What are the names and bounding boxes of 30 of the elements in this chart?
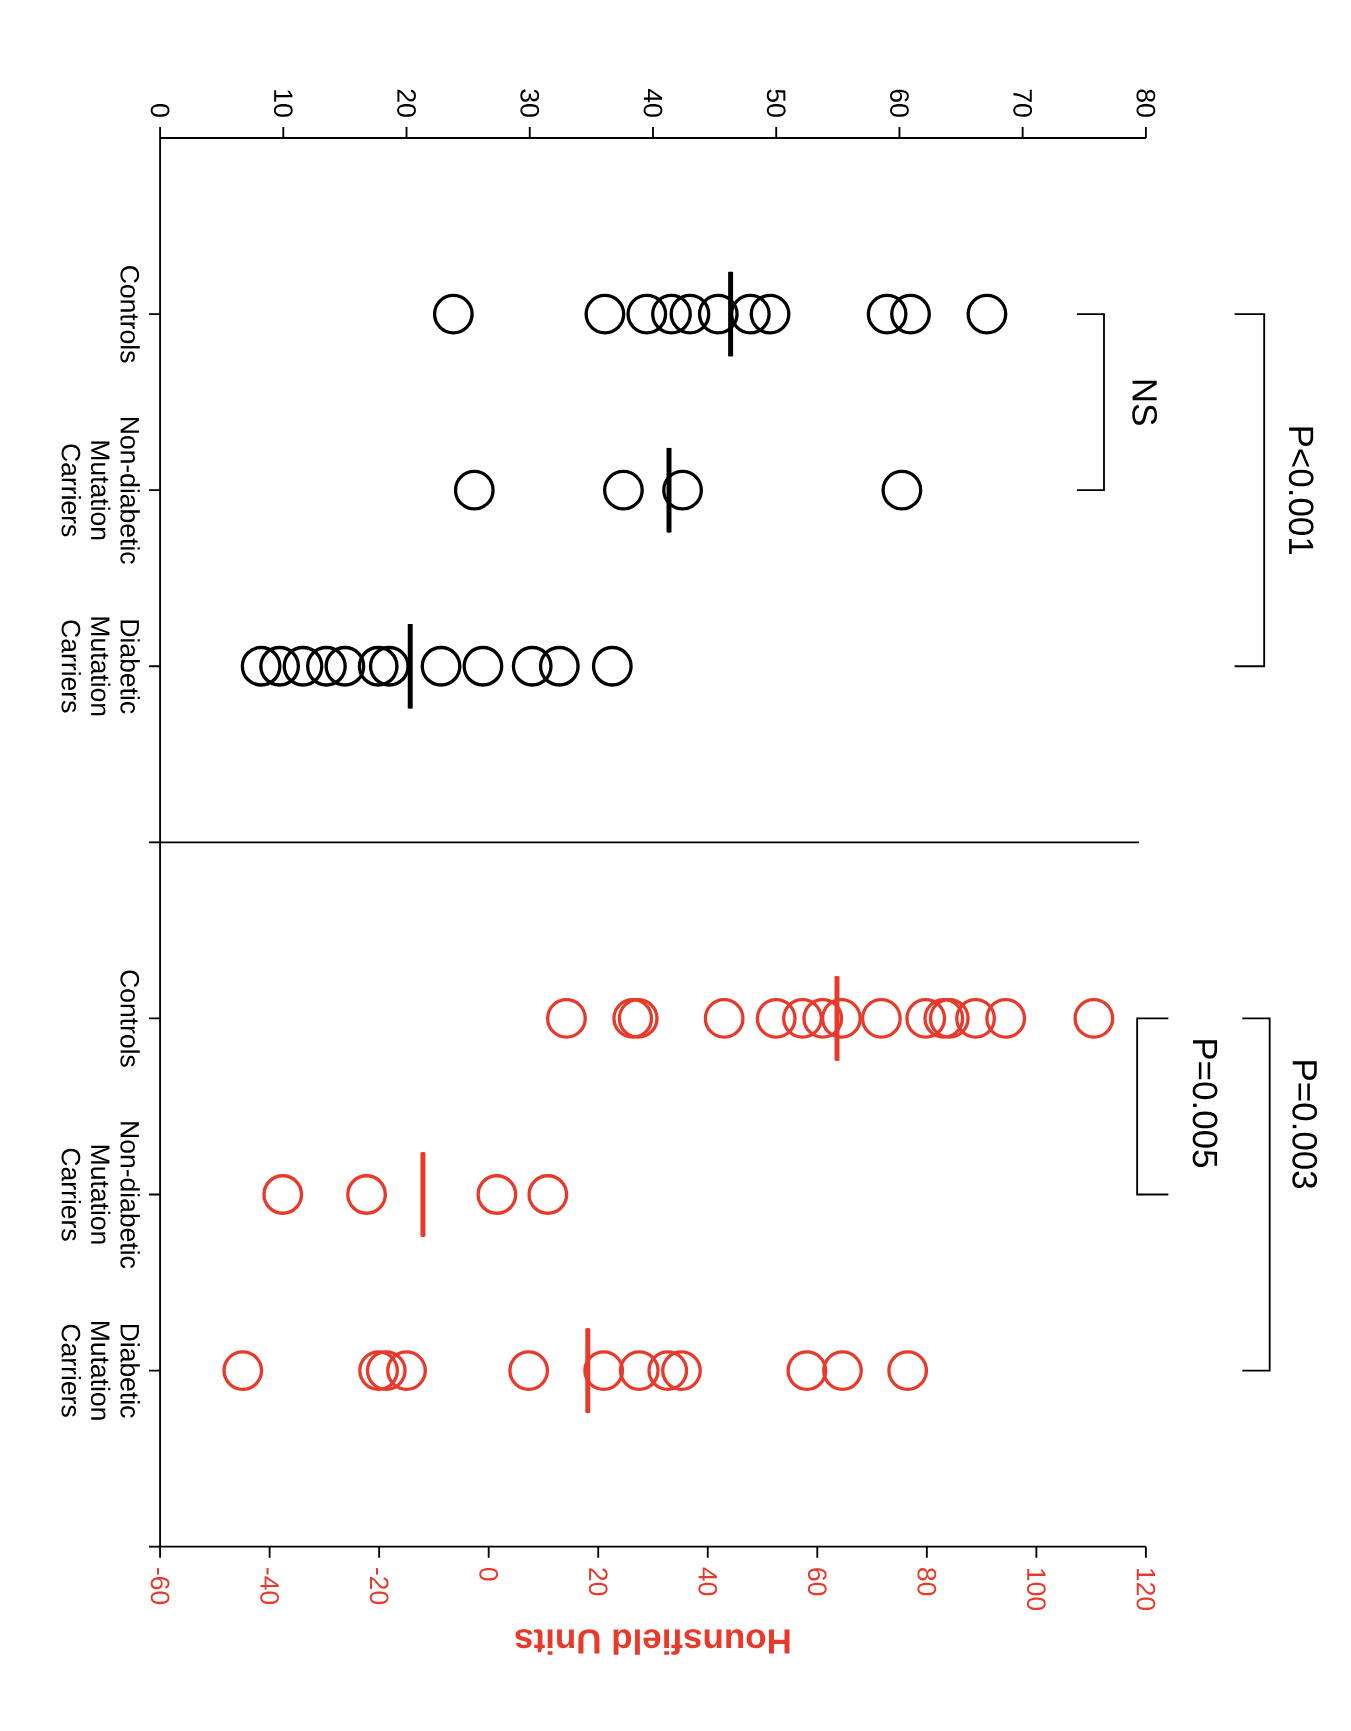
x-tick-label: 0: [479, 1567, 498, 1581]
x-tick-label: 80: [1136, 89, 1156, 117]
x-tick-label: 40: [698, 1567, 718, 1596]
x-tick-label: -40: [260, 1568, 279, 1605]
x-tick-label: 80: [917, 1568, 937, 1596]
x-tick-label: 0: [150, 104, 170, 117]
text: P=0.003: [1292, 1061, 1317, 1189]
x-tick-label: -20: [369, 1568, 389, 1605]
x-axis-title: Hounsfield Units: [515, 1629, 790, 1655]
x-tick-label: 100: [1026, 1568, 1046, 1611]
x-tick-label: 20: [588, 1568, 608, 1596]
text: P<0.001: [1288, 427, 1314, 555]
text: P=0.005: [1192, 1040, 1218, 1168]
x-tick-label: 10: [273, 90, 293, 117]
y-tick-label: Diabetic Mutation Carriers: [61, 1321, 140, 1420]
x-tick-label: 60: [807, 1568, 827, 1596]
x-tick-label: 120: [1136, 1568, 1156, 1611]
y-tick-label: Non-diabetic Mutation Carriers: [61, 1122, 140, 1269]
y-tick-label: Controls: [120, 266, 140, 363]
x-tick-label: 20: [397, 89, 416, 117]
x-tick-label: 70: [1013, 89, 1032, 117]
x-tick-label: 60: [889, 89, 909, 117]
x-tick-label: -60: [150, 1568, 170, 1605]
x-tick-label: 30: [520, 89, 540, 117]
annotation: NS: [1132, 380, 1157, 425]
y-tick-label: Non-diabetic Mutation Carriers: [61, 417, 140, 564]
x-tick-label: 50: [766, 89, 786, 117]
y-tick-label: Diabetic Mutation Carriers: [61, 617, 140, 716]
x-tick-label: 40: [643, 88, 663, 117]
y-tick-label: Controls: [120, 970, 140, 1067]
